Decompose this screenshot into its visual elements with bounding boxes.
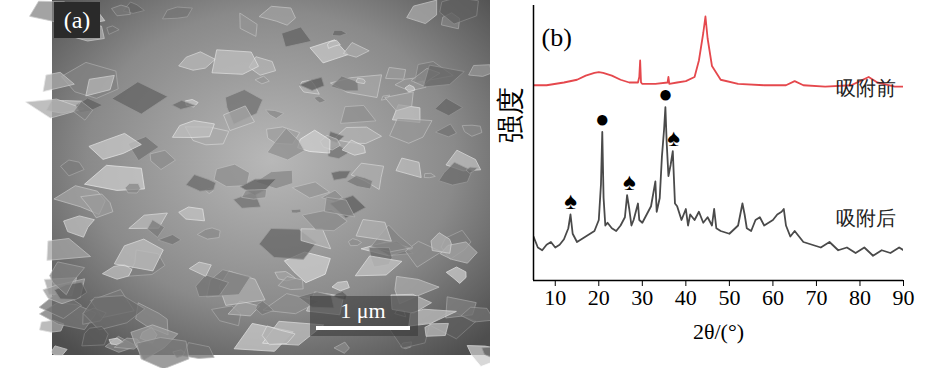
svg-text:♠: ♠ [623,169,636,195]
svg-text:70: 70 [805,285,827,310]
svg-text:60: 60 [762,285,784,310]
svg-text:30: 30 [631,285,653,310]
svg-text:40: 40 [675,285,697,310]
svg-text:1 μm: 1 μm [340,298,385,323]
svg-text:♠: ♠ [564,188,577,214]
svg-text:20: 20 [588,285,610,310]
svg-text:●: ● [595,106,610,132]
svg-text:吸附后: 吸附后 [836,207,896,229]
svg-text:50: 50 [718,285,740,310]
svg-text:2θ/(°): 2θ/(°) [693,319,744,344]
svg-text:(b): (b) [542,23,572,52]
svg-text:10: 10 [544,285,566,310]
svg-text:●: ● [658,81,673,107]
svg-text:吸附前: 吸附前 [836,77,896,99]
svg-text:强度: 强度 [495,87,526,143]
svg-text:80: 80 [849,285,871,310]
svg-text:♠: ♠ [667,125,680,151]
svg-text:90: 90 [893,285,915,310]
svg-text:(a): (a) [64,7,91,33]
